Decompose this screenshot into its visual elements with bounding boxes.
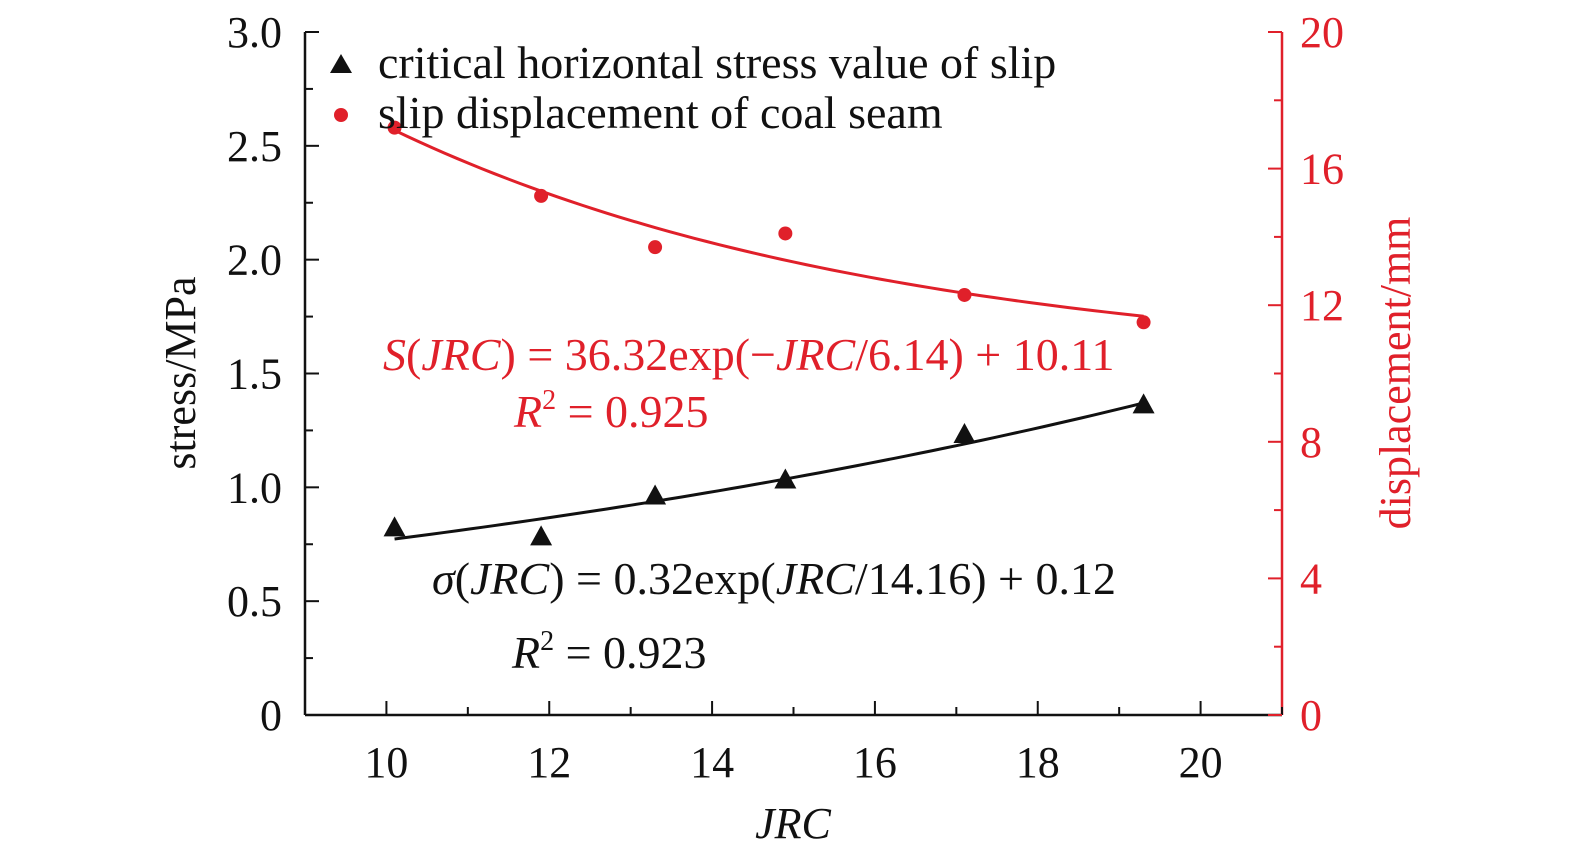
left-y-tick-label: 1.0	[227, 463, 282, 512]
left-y-tick-label: 0.5	[227, 577, 282, 626]
legend-circle-marker	[334, 108, 348, 122]
displacement-data-point	[648, 240, 663, 255]
left-y-axis-title: stress/MPa	[156, 276, 205, 469]
stress-data-point	[953, 422, 976, 443]
displacement-fit-r2: R2 = 0.925	[513, 385, 709, 437]
right-y-tick-label: 20	[1300, 8, 1344, 57]
x-tick-label: 18	[1016, 738, 1060, 787]
stress-fit-curve	[394, 401, 1144, 541]
legend: critical horizontal stress value of slip…	[330, 37, 1056, 138]
displacement-data-point	[778, 226, 793, 241]
x-axis-title: JRC	[755, 799, 831, 848]
x-tick-label: 10	[364, 738, 408, 787]
right-y-tick-label: 8	[1300, 418, 1322, 467]
right-y-axis-ticks: 0 4 8 12 16 20	[1268, 8, 1344, 740]
stress-data-point	[644, 484, 667, 505]
right-y-tick-label: 4	[1300, 554, 1322, 603]
displacement-fit-curve	[393, 128, 1144, 318]
legend-triangle-marker	[330, 54, 352, 73]
left-y-tick-label: 1.5	[227, 350, 282, 399]
stress-data-point	[530, 525, 553, 546]
left-y-tick-label: 2.5	[227, 122, 282, 171]
displacement-data-point	[1136, 315, 1151, 330]
x-tick-label: 12	[527, 738, 571, 787]
left-y-axis-ticks: 0 0.5 1.0 1.5 2.0 2.5 3.0	[227, 8, 319, 740]
x-axis-ticks: 10 12 14 16 18 20	[304, 701, 1283, 787]
displacement-fit-equation: S(JRC) = 36.32exp(−JRC/6.14) + 10.11	[383, 329, 1115, 380]
legend-label-displacement: slip displacement of coal seam	[378, 87, 943, 138]
displacement-data-point	[534, 188, 549, 203]
x-tick-label: 14	[690, 738, 734, 787]
left-y-tick-label: 0	[260, 691, 282, 740]
displacement-series-points	[387, 120, 1151, 330]
right-y-tick-label: 0	[1300, 691, 1322, 740]
right-y-tick-label: 16	[1300, 145, 1344, 194]
x-tick-label: 20	[1179, 738, 1223, 787]
stress-data-point	[774, 468, 797, 489]
stress-data-point	[383, 516, 406, 537]
displacement-data-point	[957, 287, 972, 302]
x-tick-label: 16	[853, 738, 897, 787]
right-y-axis-title: displacement/mm	[1371, 217, 1420, 530]
stress-fit-equation: σ(JRC) = 0.32exp(JRC/14.16) + 0.12	[432, 553, 1116, 604]
stress-fit-r2: R2 = 0.923	[511, 626, 707, 678]
left-y-tick-label: 2.0	[227, 236, 282, 285]
stress-series-points	[383, 393, 1155, 546]
displacement-data-point	[387, 120, 402, 135]
legend-label-stress: critical horizontal stress value of slip	[378, 37, 1056, 88]
right-y-tick-label: 12	[1300, 281, 1344, 330]
left-y-tick-label: 3.0	[227, 8, 282, 57]
stress-data-point	[1132, 393, 1155, 414]
